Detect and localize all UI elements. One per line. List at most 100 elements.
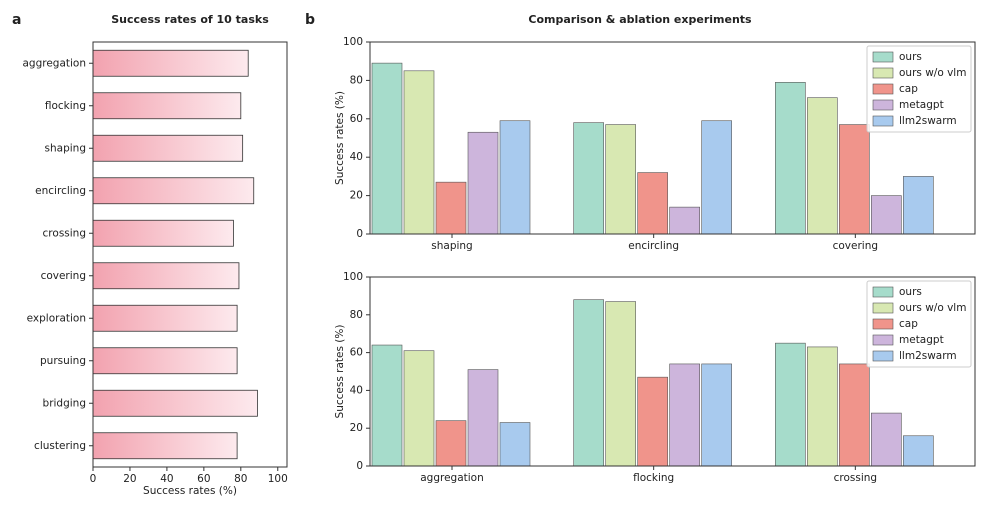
bar (499, 120, 531, 235)
bar (92, 134, 244, 162)
y-tick-label: crossing (43, 227, 86, 239)
y-tick-label: 100 (343, 36, 363, 48)
bar (92, 92, 242, 120)
legend-swatch (872, 99, 894, 111)
plot-frame (369, 41, 976, 235)
bar (903, 435, 934, 467)
x-tick-label: covering (833, 240, 878, 252)
y-tick-label: 0 (356, 460, 363, 472)
legend-swatch (872, 334, 894, 346)
bar (435, 181, 467, 235)
x-tick-label: 80 (234, 473, 247, 485)
bar (92, 389, 258, 417)
y-tick-label: encircling (35, 185, 86, 197)
bar (92, 177, 255, 205)
bar (371, 62, 403, 235)
chart-title: Comparison & ablation experiments (528, 13, 752, 26)
panel-label: a (12, 12, 21, 28)
legend-swatch (872, 350, 894, 362)
legend-label: cap (899, 83, 918, 95)
x-tick-label: aggregation (420, 472, 484, 484)
bar (637, 376, 668, 467)
y-tick-label: shaping (45, 142, 86, 154)
bar (605, 301, 636, 467)
x-tick-label: 0 (90, 473, 97, 485)
legend-label: metagpt (899, 334, 944, 346)
bar (403, 350, 435, 467)
y-tick-label: 80 (350, 74, 363, 86)
plot-frame (369, 276, 976, 467)
bar (92, 262, 240, 290)
x-tick-label: 20 (123, 473, 136, 485)
x-tick-label: flocking (633, 472, 674, 484)
bar (775, 82, 806, 235)
legend-label: llm2swarm (899, 115, 957, 127)
legend-label: ours w/o vlm (899, 67, 966, 79)
bar (499, 422, 531, 467)
legend-box (866, 45, 972, 133)
bar (92, 347, 238, 375)
bar (807, 97, 838, 235)
legend-swatch (872, 83, 894, 95)
y-tick-label: 80 (350, 309, 363, 321)
y-tick-label: 100 (343, 271, 363, 283)
bar (701, 120, 732, 235)
legend-swatch (872, 67, 894, 79)
y-tick-label: aggregation (22, 57, 86, 69)
x-tick-label: 40 (160, 473, 173, 485)
bar (871, 412, 902, 467)
plot-frame (92, 41, 288, 468)
bar (839, 363, 870, 467)
legend-box (866, 280, 972, 368)
bar (839, 124, 870, 235)
y-tick-label: 20 (350, 422, 363, 434)
legend-swatch (872, 302, 894, 314)
x-tick-label: 60 (197, 473, 210, 485)
legend-label: ours (899, 286, 922, 298)
x-axis-label: Success rates (%) (143, 485, 237, 497)
bar (92, 432, 238, 460)
legend-label: cap (899, 318, 918, 330)
bar (807, 346, 838, 467)
y-tick-label: 0 (356, 228, 363, 240)
panel-label: b (305, 12, 315, 28)
legend-swatch (872, 115, 894, 127)
y-tick-label: clustering (34, 440, 86, 452)
bar (92, 219, 234, 247)
bar (435, 420, 467, 467)
bar (605, 124, 636, 235)
bar (573, 122, 604, 235)
legend-swatch (872, 286, 894, 298)
x-tick-label: crossing (834, 472, 877, 484)
y-tick-label: 60 (350, 347, 363, 359)
y-tick-label: pursuing (40, 355, 86, 367)
bar (775, 342, 806, 467)
bar (371, 344, 403, 467)
legend-label: llm2swarm (899, 350, 957, 362)
legend-label: ours w/o vlm (899, 302, 966, 314)
y-tick-label: 60 (350, 113, 363, 125)
bar (637, 172, 668, 235)
x-tick-label: 100 (268, 473, 288, 485)
y-axis-label: Success rates (%) (334, 91, 346, 185)
x-tick-label: encircling (628, 240, 679, 252)
bar (871, 195, 902, 235)
y-tick-label: 20 (350, 190, 363, 202)
x-tick-label: shaping (431, 240, 472, 252)
bar (467, 131, 499, 235)
bar (701, 363, 732, 467)
y-tick-label: exploration (27, 312, 86, 324)
y-tick-label: 40 (350, 151, 363, 163)
bar (92, 49, 249, 77)
bar (573, 299, 604, 467)
bar (92, 304, 238, 332)
y-tick-label: covering (41, 270, 86, 282)
legend-label: metagpt (899, 99, 944, 111)
bar (669, 206, 700, 235)
legend-label: ours (899, 51, 922, 63)
bar (467, 369, 499, 467)
y-tick-label: 40 (350, 384, 363, 396)
y-tick-label: bridging (43, 397, 86, 409)
bar (669, 363, 700, 467)
